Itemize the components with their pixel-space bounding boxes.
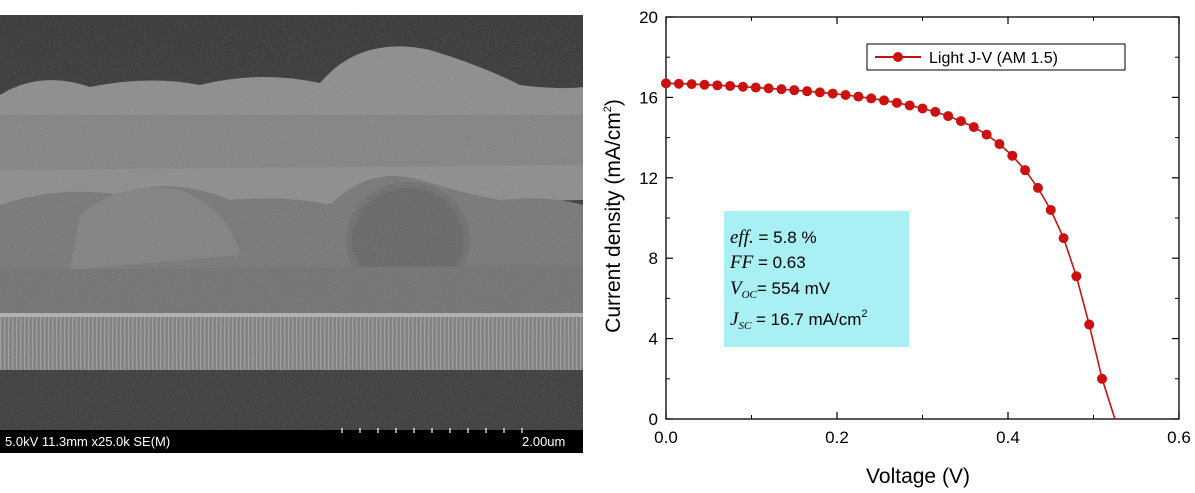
x-tick-label: 0.4 — [996, 428, 1020, 447]
data-point — [1045, 204, 1056, 215]
data-point — [981, 129, 992, 140]
data-point — [763, 83, 774, 94]
data-point — [1020, 165, 1031, 176]
y-tick-label: 0 — [649, 410, 658, 429]
jsc-metric: JSC = 16.7 mA/cm2 — [730, 308, 867, 332]
data-point — [789, 85, 800, 96]
y-tick-label: 8 — [649, 249, 658, 268]
x-tick-label: 0.6 — [1167, 428, 1191, 447]
data-point — [866, 93, 877, 104]
data-point — [1084, 319, 1095, 330]
data-point — [917, 103, 928, 114]
data-point — [840, 89, 851, 100]
data-point — [827, 88, 838, 99]
legend: Light J-V (AM 1.5) — [866, 43, 1126, 71]
data-point — [955, 116, 966, 127]
series-marks — [661, 78, 1116, 420]
jv-chart: 0.0 0.2 0.4 0.6 0 4 8 12 16 20 Voltage (V) Curren… — [602, 8, 1191, 488]
data-point — [1058, 233, 1069, 244]
sem-caption-info: 5.0kV 11.3mm x25.0k SE(M) — [5, 434, 170, 449]
data-point — [802, 86, 813, 97]
data-point — [750, 82, 761, 93]
data-point — [1097, 373, 1108, 384]
data-point — [673, 78, 684, 89]
data-point — [661, 78, 671, 89]
metrics-annotation: eff. = 5.8 % FF = 0.63 VOC= 554 mV JSC =… — [724, 211, 909, 347]
eff-metric: eff. = 5.8 % — [730, 227, 817, 248]
data-point — [1071, 271, 1082, 282]
data-point — [725, 80, 736, 91]
ff-metric: FF = 0.63 — [729, 252, 806, 273]
annotation-box — [724, 211, 909, 347]
data-point — [891, 97, 902, 108]
data-point — [814, 87, 825, 98]
scale-bar-ticks — [341, 428, 523, 433]
y-tick-label: 4 — [649, 330, 658, 349]
legend-label: Light J-V (AM 1.5) — [929, 50, 1058, 67]
x-tick-label: 0.0 — [654, 428, 678, 447]
data-point — [686, 79, 697, 90]
tick-labels: 0.0 0.2 0.4 0.6 0 4 8 12 16 20 — [639, 8, 1191, 447]
data-point — [1007, 150, 1018, 161]
sem-caption-scale: 2.00um — [522, 434, 565, 449]
legend-marker — [893, 52, 903, 62]
data-point — [943, 111, 954, 122]
y-tick-label: 16 — [639, 88, 658, 107]
sem-micrograph: 5.0kV 11.3mm x25.0k SE(M) 2.00um — [0, 15, 583, 453]
data-point — [994, 139, 1005, 150]
x-axis-title: Voltage (V) — [866, 465, 970, 488]
data-point — [1032, 182, 1043, 193]
data-point — [712, 80, 723, 91]
y-tick-label: 12 — [639, 169, 658, 188]
data-point — [968, 122, 979, 133]
data-point — [930, 106, 941, 117]
data-point — [853, 91, 864, 102]
y-tick-label: 20 — [639, 8, 658, 27]
data-point — [904, 100, 915, 111]
y-axis-title: Current density (mA/cm2) — [602, 99, 625, 333]
plot-frame-group — [665, 16, 1180, 420]
data-point — [737, 81, 748, 92]
data-point — [699, 79, 710, 90]
data-point — [879, 95, 890, 106]
data-point — [776, 84, 787, 95]
x-tick-label: 0.2 — [825, 428, 849, 447]
voc-metric: VOC= 554 mV — [730, 278, 831, 301]
